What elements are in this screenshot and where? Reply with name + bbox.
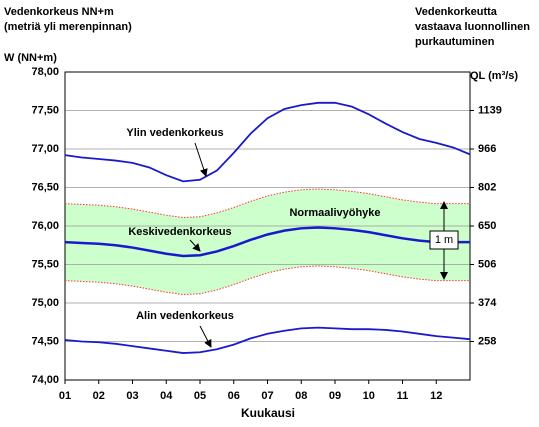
x-tick-label: 09 bbox=[329, 390, 341, 402]
y2-tick-label: 802 bbox=[478, 181, 496, 193]
band-annotation: Normaalivyöhyke bbox=[289, 207, 380, 219]
x-tick-label: 05 bbox=[194, 390, 206, 402]
y-tick-label: 76,50 bbox=[31, 181, 59, 193]
y2-tick-label: 650 bbox=[478, 220, 496, 232]
band-edge bbox=[64, 188, 470, 219]
x-tick-label: 02 bbox=[93, 390, 105, 402]
y-tick-label: 77,50 bbox=[31, 104, 59, 116]
band-width-box bbox=[429, 230, 459, 250]
y-tick-label: 75,50 bbox=[31, 258, 59, 270]
x-tick-label: 10 bbox=[363, 390, 375, 402]
y-axis-label: W (NN+m) bbox=[4, 52, 57, 64]
x-tick-label: 03 bbox=[126, 390, 138, 402]
y2-tick-label: 258 bbox=[478, 335, 496, 347]
band-edge bbox=[64, 265, 470, 296]
annotation-arrow bbox=[199, 325, 212, 348]
x-tick-label: 11 bbox=[397, 390, 409, 402]
annotation-arrow bbox=[189, 239, 201, 252]
y-tick-label: 74,00 bbox=[31, 374, 59, 386]
annotation-arrow bbox=[194, 142, 208, 177]
series-line bbox=[64, 326, 471, 354]
series-annotation: Ylin vedenkorkeus bbox=[126, 127, 223, 139]
y-tick-label: 75,00 bbox=[31, 297, 59, 309]
normal-band bbox=[65, 189, 470, 295]
y-tick-label: 76,00 bbox=[31, 220, 59, 232]
x-tick-label: 04 bbox=[160, 390, 173, 402]
x-tick-label: 06 bbox=[228, 390, 240, 402]
right-title-line: vastaava luonnollinen bbox=[415, 21, 530, 33]
series-annotation: Keskivedenkorkeus bbox=[128, 226, 231, 238]
y-tick-label: 77,00 bbox=[31, 143, 59, 155]
right-title-line: purkautuminen bbox=[415, 36, 495, 48]
title-line: Vedenkorkeus NN+m bbox=[4, 6, 114, 18]
series-annotation: Alin vedenkorkeus bbox=[136, 310, 234, 322]
series-line bbox=[64, 226, 470, 258]
band-width-label: 1 m bbox=[435, 234, 453, 246]
y2-axis-label: QL (m³/s) bbox=[470, 70, 518, 82]
y2-tick-label: 966 bbox=[478, 143, 496, 155]
right-title-line: Vedenkorkeutta bbox=[415, 6, 498, 18]
y2-tick-label: 1139 bbox=[478, 104, 502, 116]
plot-frame bbox=[64, 71, 471, 381]
y-tick-label: 74,50 bbox=[31, 335, 59, 347]
x-tick-label: 01 bbox=[59, 390, 71, 402]
title-line: (metriä yli merenpinnan) bbox=[4, 21, 132, 33]
x-axis-label: Kuukausi bbox=[241, 406, 295, 420]
x-tick-label: 12 bbox=[430, 390, 442, 402]
y-tick-label: 78,00 bbox=[31, 66, 59, 78]
x-tick-label: 08 bbox=[295, 390, 307, 402]
x-tick-label: 07 bbox=[261, 390, 273, 402]
series-line bbox=[64, 101, 471, 183]
y2-tick-label: 374 bbox=[478, 297, 497, 309]
y2-tick-label: 506 bbox=[478, 258, 496, 270]
